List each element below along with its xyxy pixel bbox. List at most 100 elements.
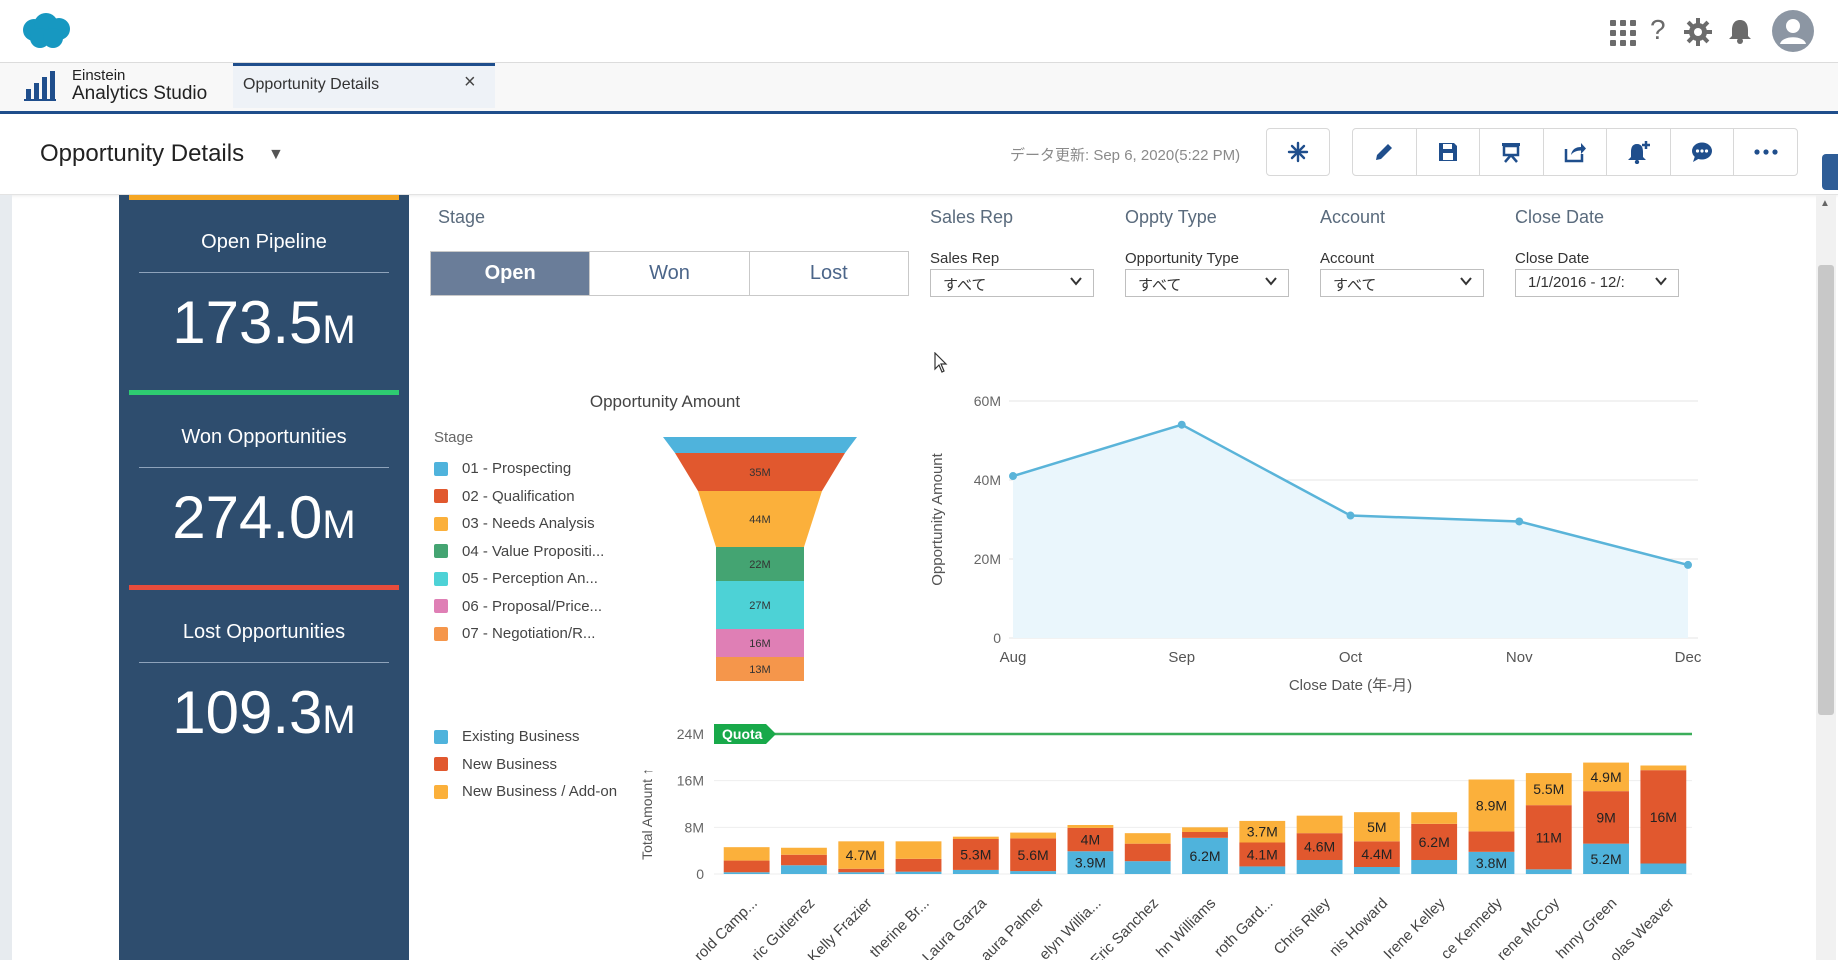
bar-segment[interactable]	[1182, 837, 1228, 874]
bar-segment[interactable]	[952, 836, 999, 839]
bar-segment[interactable]	[1468, 831, 1515, 852]
bar-segment[interactable]	[1525, 869, 1572, 874]
bar-segment[interactable]	[1010, 832, 1057, 839]
stage-option-open[interactable]: Open	[431, 252, 591, 295]
bar-segment[interactable]	[723, 847, 770, 861]
bar-segment[interactable]	[1640, 863, 1687, 875]
bar-segment[interactable]	[1124, 843, 1171, 862]
bar-segment[interactable]	[1353, 841, 1400, 867]
bar-segment[interactable]	[1353, 867, 1400, 874]
opportunity-type-select[interactable]: すべて	[1125, 269, 1289, 297]
bar-segment[interactable]	[1067, 851, 1114, 874]
close-date-select[interactable]: 1/1/2016 - 12/:	[1515, 269, 1679, 297]
funnel-legend-item[interactable]: 02 - Qualification	[434, 488, 575, 505]
bar-segment[interactable]	[781, 854, 827, 866]
bar-segment[interactable]	[952, 869, 999, 874]
notifications-bell-icon[interactable]	[1728, 18, 1752, 44]
stage-option-lost[interactable]: Lost	[809, 262, 848, 284]
won-opportunities-value[interactable]: 274.0M	[119, 483, 409, 552]
salesforce-logo[interactable]	[20, 12, 72, 50]
data-point[interactable]	[1177, 420, 1186, 429]
data-point[interactable]	[1009, 472, 1017, 481]
side-panel-toggle[interactable]	[1822, 154, 1838, 190]
more-actions-button[interactable]	[1734, 129, 1797, 175]
funnel-legend-item[interactable]: 07 - Negotiation/R...	[434, 625, 595, 642]
bar-segment[interactable]	[1010, 871, 1057, 874]
bar-segment[interactable]	[1182, 827, 1228, 832]
funnel-segment[interactable]	[716, 657, 804, 681]
account-select[interactable]: すべて	[1320, 269, 1484, 297]
funnel-segment[interactable]	[716, 581, 804, 629]
bar-segment[interactable]	[781, 865, 827, 874]
funnel-segment[interactable]	[698, 491, 822, 547]
bar-segment[interactable]	[1296, 815, 1343, 834]
bar-segment[interactable]	[1010, 838, 1057, 872]
bar-legend-item[interactable]: New Business / Add-on	[434, 783, 617, 800]
bar-segment[interactable]	[1239, 820, 1286, 843]
sales-rep-select[interactable]: すべて	[930, 269, 1094, 297]
bar-segment[interactable]	[895, 841, 942, 859]
bar-segment[interactable]	[1468, 851, 1515, 874]
bar-segment[interactable]	[895, 858, 942, 872]
bar-segment[interactable]	[1583, 762, 1629, 792]
bar-segment[interactable]	[1583, 791, 1629, 844]
bar-segment[interactable]	[1296, 860, 1343, 874]
close-tab-icon[interactable]: ×	[464, 71, 476, 93]
save-button[interactable]	[1417, 129, 1481, 175]
funnel-legend-item[interactable]: 04 - Value Propositi...	[434, 543, 604, 560]
scroll-up-arrow-icon[interactable]: ▲	[1820, 198, 1830, 209]
bar-segment[interactable]	[1296, 833, 1343, 860]
bar-segment[interactable]	[1239, 842, 1286, 867]
bar-segment[interactable]	[895, 871, 942, 874]
funnel-legend-item[interactable]: 01 - Prospecting	[434, 460, 571, 477]
bar-segment[interactable]	[1239, 866, 1286, 874]
bar-segment[interactable]	[1411, 812, 1458, 824]
user-avatar[interactable]	[1772, 10, 1814, 52]
bar-legend-item[interactable]: New Business	[434, 756, 557, 773]
bar-segment[interactable]	[723, 860, 770, 873]
scrollbar-thumb[interactable]	[1818, 265, 1834, 715]
einstein-button[interactable]	[1266, 128, 1330, 176]
funnel-segment[interactable]	[716, 629, 804, 657]
funnel-legend-item[interactable]: 03 - Needs Analysis	[434, 515, 595, 532]
data-point[interactable]	[1515, 517, 1524, 526]
funnel-chart[interactable]: 35M 44M 22M 27M 16M 13M	[660, 432, 860, 698]
bar-segment[interactable]	[952, 839, 999, 870]
chevron-down-icon[interactable]: ▼	[268, 146, 284, 163]
bar-segment[interactable]	[1583, 843, 1629, 874]
comments-button[interactable]	[1671, 129, 1735, 175]
gear-icon[interactable]	[1684, 18, 1712, 46]
bar-segment[interactable]	[1124, 833, 1171, 844]
bar-segment[interactable]	[838, 868, 885, 873]
funnel-segment[interactable]	[675, 453, 845, 491]
bar-segment[interactable]	[1124, 861, 1171, 874]
funnel-legend-item[interactable]: 05 - Perception An...	[434, 570, 598, 587]
funnel-segment[interactable]	[716, 547, 804, 581]
bar-segment[interactable]	[1067, 825, 1114, 828]
present-button[interactable]	[1480, 129, 1544, 175]
bar-segment[interactable]	[1353, 812, 1400, 842]
bar-segment[interactable]	[1640, 765, 1687, 771]
lost-opportunities-value[interactable]: 109.3M	[119, 678, 409, 747]
help-icon[interactable]: ?	[1650, 14, 1666, 45]
share-button[interactable]	[1544, 129, 1608, 175]
tab-opportunity-details[interactable]: Opportunity Details ×	[233, 63, 495, 108]
bar-segment[interactable]	[1182, 832, 1228, 838]
edit-button[interactable]	[1353, 129, 1417, 175]
bar-segment[interactable]	[1640, 770, 1687, 864]
bar-segment[interactable]	[1525, 773, 1572, 806]
bar-segment[interactable]	[1468, 779, 1515, 832]
bar-segment[interactable]	[1067, 827, 1114, 852]
stage-option-won[interactable]: Won	[590, 252, 750, 295]
bar-segment[interactable]	[1411, 823, 1458, 860]
analytics-studio-icon[interactable]	[24, 71, 56, 101]
bar-legend-item[interactable]: Existing Business	[434, 728, 580, 745]
app-launcher-icon[interactable]	[1610, 20, 1636, 46]
opportunity-amount-line-chart[interactable]: 0 20M 40M 60M Aug Sep Oct Nov Dec Close Date (年-月…	[925, 385, 1705, 700]
bar-segment[interactable]	[1525, 805, 1572, 870]
bar-segment[interactable]	[838, 872, 885, 874]
data-point[interactable]	[1684, 560, 1692, 569]
funnel-segment[interactable]	[663, 437, 857, 453]
bar-segment[interactable]	[1411, 860, 1458, 874]
